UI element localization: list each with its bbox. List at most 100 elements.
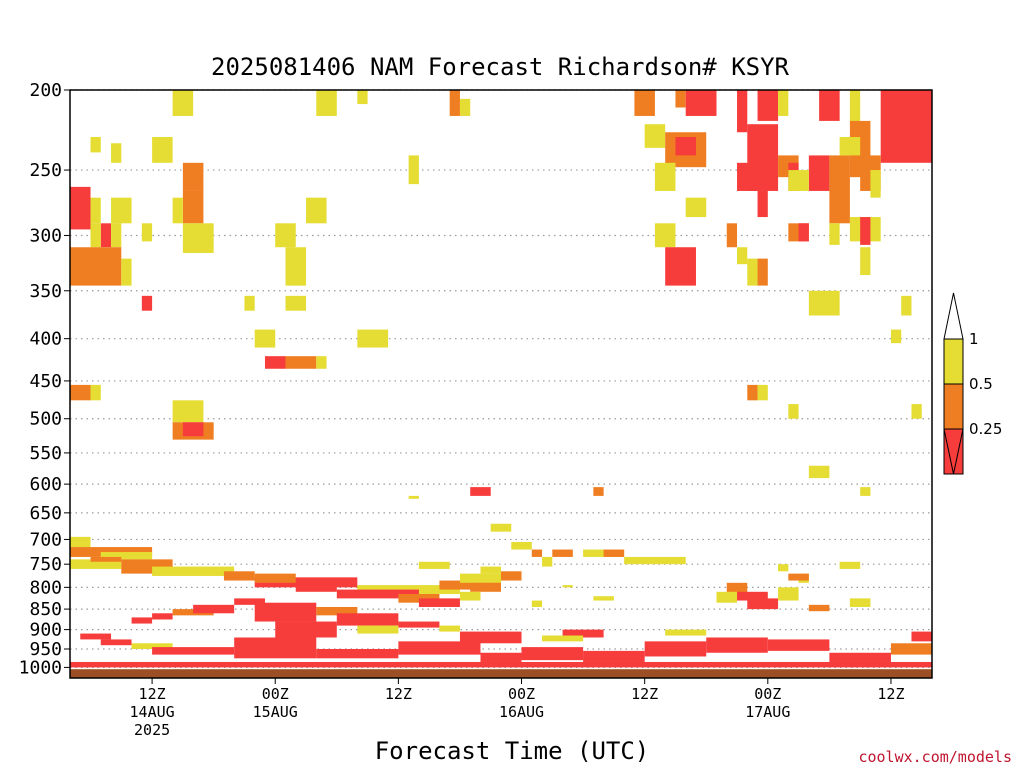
colorbar: 1 0.5 0.25 — [943, 292, 1002, 475]
ri-patch-86 — [860, 487, 871, 496]
y-tick-label: 400 — [29, 329, 62, 350]
ri-patch-155 — [521, 647, 584, 661]
y-tick-label: 750 — [29, 554, 62, 575]
ri-patch-112 — [542, 556, 553, 567]
ri-patch-1 — [316, 90, 337, 116]
ri-patch-111 — [531, 549, 543, 557]
ri-patch-102 — [295, 582, 337, 592]
ri-patch-148 — [131, 643, 173, 649]
ri-patch-39 — [172, 197, 183, 224]
x-tick-label: 2025 — [134, 721, 170, 739]
ri-patch-17 — [737, 162, 758, 191]
ri-patch-20 — [808, 155, 830, 191]
ri-patch-99 — [254, 577, 358, 588]
y-tick-label: 500 — [29, 409, 62, 430]
ri-patch-46 — [141, 223, 153, 242]
ri-patch-120 — [531, 600, 543, 607]
x-tick-label: 12Z — [139, 685, 166, 703]
ri-patch-122 — [593, 596, 614, 601]
x-tick-label: 00Z — [262, 685, 289, 703]
ri-patch-60 — [726, 223, 738, 248]
ri-patch-164 — [665, 629, 707, 636]
ri-patch-70 — [890, 329, 902, 344]
x-tick-label: 12Z — [385, 685, 412, 703]
ri-patch-107 — [459, 573, 501, 583]
ri-patch-85 — [808, 465, 830, 479]
ri-patch-52 — [408, 155, 419, 185]
ri-patch-87 — [408, 495, 419, 499]
ri-patch-146 — [80, 633, 112, 640]
ri-patch-140 — [275, 621, 337, 638]
ri-patch-160 — [767, 639, 830, 651]
ri-patch-76 — [70, 384, 91, 401]
ri-patch-77 — [90, 384, 101, 401]
ri-patch-69 — [901, 295, 912, 316]
ri-patch-29 — [788, 170, 809, 191]
y-tick-label: 900 — [29, 620, 62, 641]
ri-patch-34 — [90, 137, 101, 153]
ri-patch-90 — [490, 523, 512, 532]
ri-patch-157 — [583, 650, 645, 662]
ri-patch-144 — [398, 621, 440, 628]
ri-patch-42 — [111, 197, 132, 224]
ri-patch-137 — [193, 604, 235, 614]
ri-patch-115 — [603, 549, 625, 557]
y-tick-label: 600 — [29, 474, 62, 495]
y-tick-label: 650 — [29, 503, 62, 524]
ri-patch-37 — [182, 162, 204, 191]
y-tick-label: 800 — [29, 577, 62, 598]
ri-patch-162 — [890, 643, 932, 655]
ri-patch-62 — [747, 258, 758, 286]
ri-patch-0 — [172, 90, 194, 116]
ri-patch-105 — [418, 598, 460, 607]
ri-patch-103 — [336, 589, 419, 599]
ri-patch-54 — [285, 247, 307, 286]
ri-patch-141 — [316, 606, 358, 616]
y-axis: 200 250 300 350 400 450 500 550 600 650 700 7508008… — [19, 80, 70, 678]
ri-patch-98 — [223, 571, 255, 581]
ri-patch-12 — [880, 90, 932, 163]
x-tick-label: 15AUG — [253, 703, 298, 721]
ri-patch-150 — [234, 637, 317, 659]
ri-patch-88 — [470, 487, 491, 496]
x-tick-label: 17AUG — [745, 703, 790, 721]
ri-patch-142 — [336, 613, 399, 626]
ri-patch-110 — [511, 541, 532, 550]
ri-patch-163 — [911, 631, 932, 642]
ri-patch-43 — [100, 223, 112, 248]
ri-patch-81 — [747, 384, 758, 401]
ri-patch-127 — [778, 587, 799, 601]
ri-patch-124 — [737, 591, 768, 601]
y-tick-label: 300 — [29, 225, 62, 246]
ri-patch-9 — [778, 90, 789, 116]
ri-patch-153 — [459, 631, 522, 644]
ri-patch-32 — [829, 223, 840, 245]
x-tick-label: 00Z — [508, 685, 535, 703]
y-tick-label: 200 — [29, 80, 62, 101]
ri-patch-143 — [357, 625, 399, 634]
ri-patch-59 — [665, 247, 696, 286]
credit-text[interactable]: coolwx.com/models — [858, 748, 1012, 766]
y-tick-label: 250 — [29, 160, 62, 181]
ri-patch-158 — [644, 641, 707, 657]
ri-patch-156 — [562, 629, 604, 638]
ri-patch-138 — [234, 598, 265, 605]
ri-patch-78 — [172, 400, 204, 423]
ri-patch-135 — [131, 617, 153, 624]
ri-patch-116 — [624, 556, 686, 565]
ri-patch-121 — [562, 585, 573, 588]
ri-patch-8 — [757, 90, 779, 121]
ri-patch-149 — [152, 647, 235, 655]
ri-patch-41 — [90, 197, 101, 224]
ground-layer — [70, 669, 932, 678]
ri-patch-53 — [459, 98, 471, 116]
ri-patch-49 — [182, 223, 214, 253]
y-tick-label: 950 — [29, 639, 62, 660]
ri-patch-27 — [685, 197, 707, 218]
x-tick-label: 12Z — [631, 685, 658, 703]
ri-patch-118 — [501, 571, 522, 581]
ri-patch-25 — [870, 170, 881, 198]
ri-patch-129 — [778, 564, 789, 572]
ri-patch-154 — [480, 652, 522, 662]
